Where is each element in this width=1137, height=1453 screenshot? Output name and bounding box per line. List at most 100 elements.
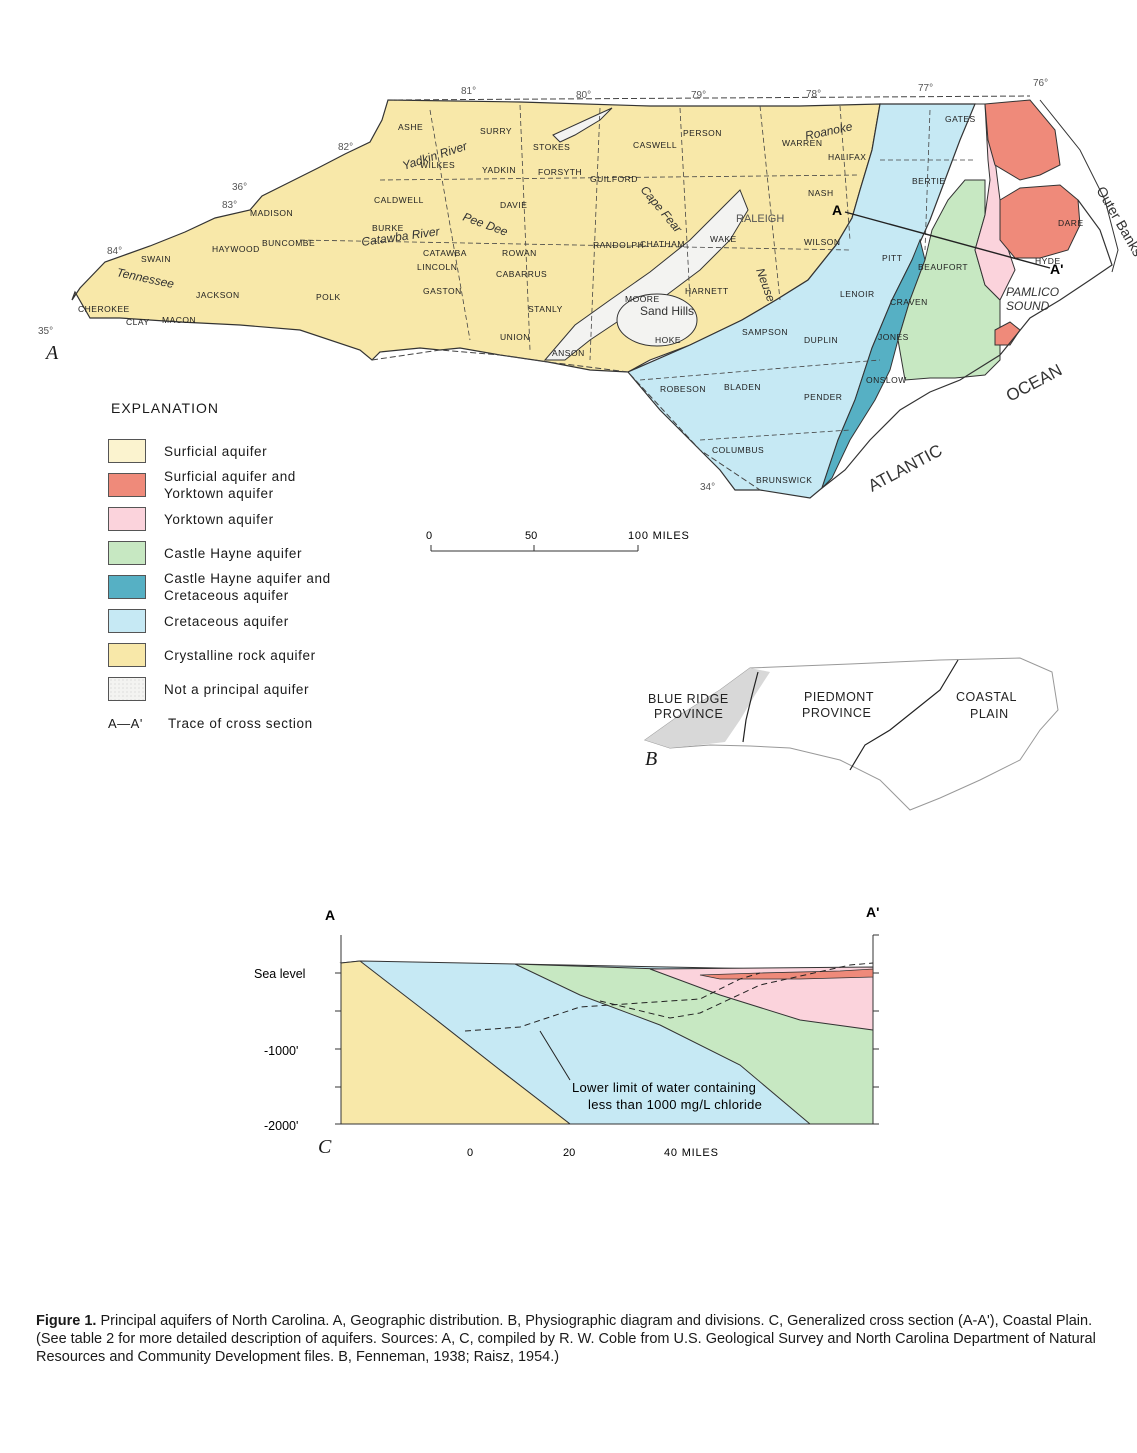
county-label: POLK [316,292,341,302]
county-label: CRAVEN [890,297,928,307]
legend-label: Surficial aquifer and Yorktown aquifer [164,469,296,501]
county-label: BURKE [372,223,404,233]
castle-hayne-region [897,179,1001,381]
county-label: CHEROKEE [78,304,130,314]
county-label: STOKES [533,142,570,152]
panel-a-letter: A [46,342,59,364]
chloride-limit-line-east [599,962,874,1019]
county-label: BERTIE [912,176,946,186]
county-label: JACKSON [196,290,240,300]
legend-label: Crystalline rock aquifer [164,647,316,663]
legend-item: Cretaceous aquifer [108,604,408,638]
surficial-yorktown-region-dare [999,184,1081,259]
county-label: HAYWOOD [212,244,260,254]
county-label: MADISON [250,208,293,218]
county-label: GATES [945,114,976,124]
county-label: ONSLOW [866,375,907,385]
county-label: CLAY [126,317,150,327]
county-label: CATAWBA [423,248,467,258]
county-label: YADKIN [482,165,516,175]
latitude-label: 36° [232,182,247,193]
longitude-label: 78° [806,89,821,100]
longitude-label: 79° [691,90,706,101]
yorktown-layer [649,966,874,1031]
legend-swatch [108,575,146,599]
longitude-label: 77° [918,83,933,94]
chloride-limit-line [464,972,761,1032]
longitude-label: 82° [338,142,353,153]
county-label: BLADEN [724,382,761,392]
annotation-line-2: less than 1000 mg/L chloride [588,1097,762,1112]
county-label: PITT [882,253,902,263]
county-label: BUNCOMBE [262,238,315,248]
sand-hills-label: Sand Hills [640,304,694,318]
county-label: DARE [1058,218,1084,228]
longitude-label: 84° [107,246,122,257]
county-label: MACON [162,315,196,325]
county-label: PENDER [804,392,842,402]
legend-swatch [108,507,146,531]
aquifer-map: 81° 80° 79° 78° 77° 76° 82° 83° 84° 36° … [38,78,1137,552]
annotation-line-1: Lower limit of water containing [572,1080,756,1095]
county-label: WILSON [804,237,841,247]
legend-label: Cretaceous aquifer [164,613,289,629]
county-label: ANSON [552,348,585,358]
legend-label: Castle Hayne aquifer [164,545,303,561]
crystalline-layer [340,960,572,1125]
longitude-label: 80° [576,90,591,101]
atlantic-label: ATLANTIC [865,441,945,496]
county-label: UNION [500,332,530,342]
county-label: PERSON [683,128,722,138]
latitude-label: 34° [700,482,715,493]
right-axis-ticks [873,934,879,1125]
section-end-label: A [832,202,842,218]
county-label: CALDWELL [374,195,424,205]
legend-label: Surficial aquifer [164,443,268,459]
county-label: SWAIN [141,254,171,264]
legend-item: Castle Hayne aquifer and Cretaceous aqui… [108,570,408,604]
cross-section-diagram: A A' Sea level -1000' -2000' Lower limit… [254,904,879,1159]
county-boundaries [299,104,975,441]
depth-label: Sea level [254,967,305,981]
scale-tick: 100 MILES [628,530,690,542]
county-label: HYDE [1035,256,1061,266]
legend-trace-row: A—A' Trace of cross section [108,708,408,738]
province-label: BLUE RIDGE [648,692,729,706]
panel-b-letter: B [645,748,658,770]
county-label: RANDOLPH [593,240,644,250]
county-label: LENOIR [840,289,875,299]
surficial-yorktown-layer [699,968,874,980]
depth-label: -1000' [264,1044,298,1058]
legend-swatch [108,643,146,667]
outer-banks-line [1039,99,1119,273]
latitude-label: 35° [38,326,53,337]
map-scale-bar [430,545,639,552]
blue-ridge-boundary [742,671,759,743]
county-label: DUPLIN [804,335,838,345]
scale-tick: 50 [525,530,537,542]
surficial-yorktown-region [984,99,1061,181]
province-label: PLAIN [970,707,1009,721]
county-label: SAMPSON [742,327,788,337]
county-label: WAKE [710,234,737,244]
outer-banks-label: Outer Banks [1093,184,1137,259]
ocean-label: OCEAN [1003,360,1065,405]
raleigh-label: RALEIGH [736,213,784,225]
state-border [387,95,1031,101]
county-label: GUILFORD [590,174,638,184]
county-label: HOKE [655,335,681,345]
county-label: JONES [878,332,909,342]
county-label: HALIFAX [828,152,866,162]
county-label: CHATHAM [640,239,685,249]
county-label: FORSYTH [538,167,582,177]
county-label: BRUNSWICK [756,475,812,485]
caption-text: Principal aquifers of North Carolina. A,… [36,1313,1096,1365]
cretaceous-region [627,103,976,499]
coastline [821,199,1113,489]
province-label: PROVINCE [802,706,871,720]
county-label: STANLY [528,304,563,314]
legend-title: EXPLANATION [111,400,219,416]
county-label: BEAUFORT [918,262,968,272]
scale-tick: 20 [563,1147,575,1159]
county-label: GASTON [423,286,462,296]
